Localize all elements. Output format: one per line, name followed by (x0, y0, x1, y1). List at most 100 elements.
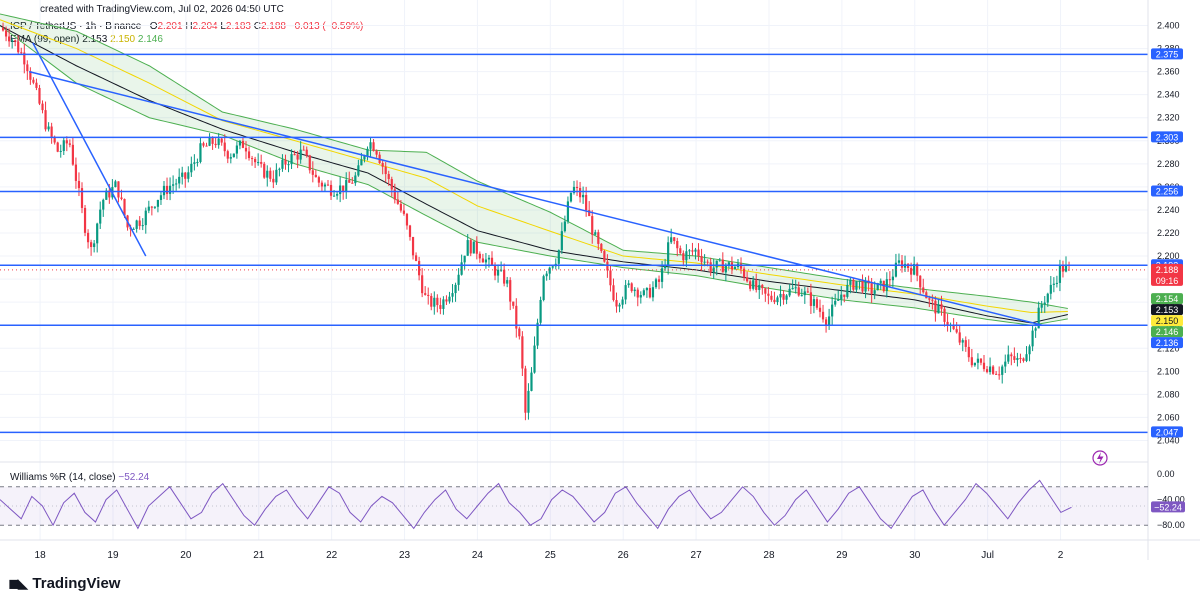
candle-body (846, 284, 849, 297)
time-axis[interactable]: 18 19 20 21 22 23 24 25 26 27 28 29 30 Jul 2 (35, 550, 1064, 561)
candle-body (621, 299, 624, 305)
candle-body (132, 228, 135, 230)
candle-body (691, 250, 694, 252)
candle-body (223, 142, 226, 152)
candle-body (117, 181, 120, 198)
candle-body (38, 87, 41, 104)
ema-low-value: 2.146 (137, 34, 163, 45)
price-tick-label: 2.040 (1157, 435, 1180, 445)
candle-body (175, 183, 178, 185)
candle-body (615, 300, 618, 307)
candle-body (123, 198, 126, 216)
trendlines[interactable] (28, 42, 1043, 326)
candle-body (20, 52, 23, 54)
price-badge (1151, 337, 1183, 349)
candle-body (323, 184, 327, 187)
candle-body (603, 251, 606, 262)
candle-body (190, 163, 193, 173)
candle-body (779, 293, 782, 298)
candle-body (451, 293, 454, 297)
candle-body (612, 285, 615, 301)
williams-badge (1151, 501, 1185, 513)
time-tick-label: 22 (326, 550, 338, 561)
candle-body (326, 184, 330, 186)
candle-body (65, 140, 68, 144)
candle-body (469, 240, 472, 254)
time-tick-label: 28 (763, 550, 775, 561)
price-tick-label: 2.280 (1157, 159, 1180, 169)
williams-pane[interactable] (0, 479, 1148, 530)
candle-body (311, 170, 314, 175)
candle-body (876, 283, 879, 291)
candle-body (582, 194, 585, 198)
candle-body (988, 366, 992, 373)
candle-body (916, 263, 919, 276)
candle-body (852, 279, 855, 290)
candle-body (14, 40, 17, 42)
ohlc-row: ICP / TetherUS · 1h · Binance O2.201 H2.… (10, 20, 363, 33)
candle-body (411, 236, 415, 256)
candle-body (263, 163, 266, 178)
candle-body (457, 274, 460, 285)
candle-body (919, 275, 922, 288)
williams-tick-label: −80.00 (1157, 520, 1185, 530)
candle-body (317, 177, 320, 183)
candle-body (436, 297, 439, 306)
price-badge-label: 2.303 (1156, 132, 1179, 142)
candle-body (320, 182, 324, 187)
ema-label[interactable]: EMA (99, open) (10, 34, 79, 45)
candle-body (706, 261, 709, 263)
candle-body (32, 79, 35, 83)
ema-lower-line (0, 25, 1068, 326)
price-badge-label: 2.136 (1156, 338, 1179, 348)
candle-body (439, 305, 442, 309)
candle-body (153, 206, 156, 208)
candle-body (284, 159, 287, 165)
candle-body (591, 216, 594, 235)
brand-logo[interactable]: ◼◣ TradingView (8, 575, 120, 592)
price-axis[interactable]: 2.4002.3802.3602.3402.3202.3002.2802.260… (1157, 21, 1180, 446)
price-badge (1151, 131, 1183, 143)
candle-body (840, 294, 843, 300)
low-label: L (220, 21, 226, 32)
candle-body (205, 145, 208, 147)
open-label: O (149, 21, 158, 32)
candle-body (1061, 264, 1065, 272)
candle-body (800, 295, 803, 297)
candle-body (1025, 354, 1028, 361)
replay-icon[interactable] (1092, 450, 1108, 466)
candle-body (329, 184, 333, 196)
candle-body (791, 288, 794, 290)
horizontal-levels[interactable] (0, 53, 1148, 434)
candle-body (733, 266, 737, 270)
symbol-label[interactable]: ICP / TetherUS · 1h · Binance (10, 21, 142, 32)
price-badge (1151, 315, 1183, 327)
candle-body (913, 263, 916, 275)
candle-body (260, 162, 263, 164)
candle-body (934, 300, 937, 314)
candle-body (797, 287, 800, 296)
candle-body (715, 260, 718, 268)
candle-body (697, 249, 700, 257)
candle-body (208, 137, 211, 146)
candle-body (53, 136, 56, 143)
candle-body (885, 279, 888, 292)
candle-body (834, 300, 837, 305)
candle-body (679, 248, 682, 254)
williams-legend: Williams %R (14, close) −52.24 (10, 472, 149, 483)
candle-body (703, 261, 706, 263)
candle-body (445, 299, 448, 302)
candle-body (1046, 293, 1049, 303)
time-tick-label: 23 (399, 550, 411, 561)
candle-body (211, 137, 214, 144)
candle-body (433, 297, 436, 307)
time-tick-label: 30 (909, 550, 921, 561)
time-tick-label: 27 (691, 550, 703, 561)
candle-body (472, 241, 475, 254)
candle-body (682, 253, 685, 261)
candle-body (548, 267, 551, 274)
williams-label[interactable]: Williams %R (14, close) (10, 472, 116, 483)
candle-body (773, 299, 776, 303)
chart-credit: created with TradingView.com, Jul 02, 20… (40, 4, 284, 15)
